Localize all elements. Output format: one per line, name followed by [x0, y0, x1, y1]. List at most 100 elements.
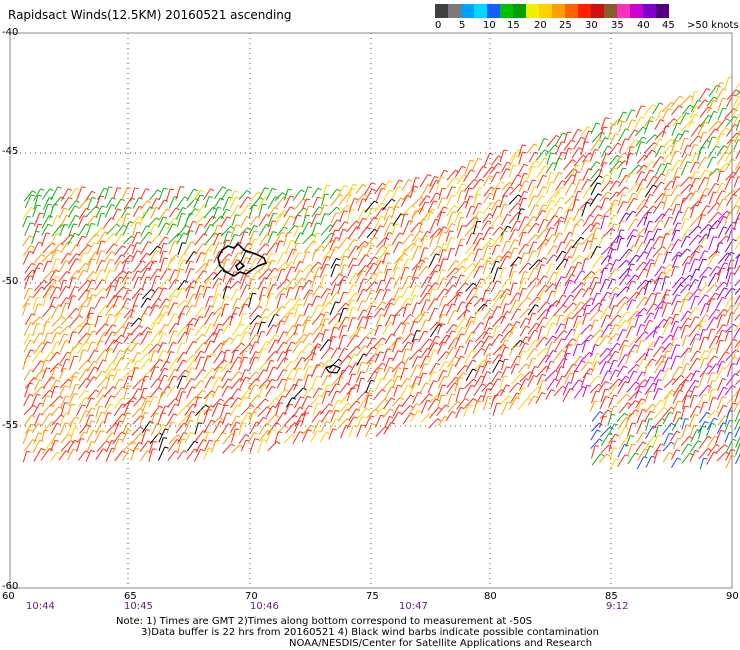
- wind-barb-flag: [155, 275, 160, 278]
- wind-barb: [653, 253, 660, 268]
- wind-barb-flag: [444, 304, 450, 307]
- wind-barb-flag: [410, 332, 415, 336]
- wind-barb-flag: [157, 234, 162, 238]
- wind-barb-flag: [278, 431, 283, 433]
- wind-barb: [94, 287, 104, 299]
- wind-barb: [734, 195, 740, 206]
- wind-barb-flag: [81, 404, 87, 407]
- wind-barb-flag: [63, 279, 68, 282]
- wind-barb: [589, 309, 600, 322]
- wind-barb-flag: [659, 235, 664, 239]
- wind-barb-flag: [91, 258, 96, 261]
- wind-barb: [482, 388, 488, 402]
- wind-barb: [383, 303, 391, 318]
- wind-barb-flag: [298, 303, 303, 306]
- wind-barb: [121, 449, 130, 462]
- wind-barb: [589, 175, 600, 188]
- wind-barb-flag: [570, 311, 575, 315]
- wind-barb: [105, 447, 113, 462]
- wind-barb-flag: [41, 253, 46, 257]
- wind-barb: [194, 224, 200, 235]
- wind-barb: [734, 160, 740, 170]
- wind-barb: [690, 268, 697, 281]
- wind-barb: [175, 186, 181, 200]
- wind-barb: [699, 115, 710, 128]
- wind-barb: [383, 215, 390, 228]
- wind-barb: [690, 244, 701, 257]
- wind-barb-flag: [633, 197, 638, 201]
- wind-barb: [616, 286, 627, 298]
- wind-barb: [276, 268, 283, 282]
- wind-barb: [653, 450, 658, 464]
- wind-barb-flag: [599, 329, 604, 333]
- wind-barb-flag: [680, 374, 685, 379]
- wind-barb: [321, 193, 326, 207]
- wind-barb-flag: [200, 252, 206, 255]
- wind-barb-flag: [714, 284, 718, 288]
- wind-barb: [445, 177, 456, 189]
- wind-barb: [661, 294, 666, 309]
- wind-barb-flag: [588, 287, 593, 290]
- wind-barb: [636, 324, 642, 336]
- wind-barb-flag: [189, 323, 194, 326]
- wind-barb-flag: [82, 269, 87, 273]
- wind-barb: [293, 198, 304, 211]
- wind-barb: [311, 222, 317, 237]
- wind-barb: [599, 361, 607, 375]
- wind-barb: [176, 369, 186, 381]
- wind-barb-flag: [83, 431, 88, 434]
- wind-barb-flag: [554, 378, 559, 382]
- wind-barb-flag: [422, 372, 427, 375]
- wind-barb: [204, 305, 211, 318]
- wind-barb-flag: [397, 375, 402, 378]
- wind-barb-flag: [70, 234, 75, 238]
- wind-barb-flag: [352, 317, 357, 319]
- wind-barb: [177, 331, 186, 344]
- wind-barb: [139, 412, 146, 425]
- wind-barb: [662, 101, 672, 112]
- wind-barb: [95, 260, 102, 272]
- wind-barb-flag: [408, 179, 413, 182]
- wind-barb: [490, 261, 497, 274]
- wind-barb-flag: [424, 257, 429, 260]
- wind-barb-flag: [694, 385, 699, 388]
- wind-barb-flag: [253, 230, 258, 233]
- wind-barb: [275, 240, 280, 253]
- wind-barb-flag: [118, 341, 123, 345]
- wind-barb: [292, 214, 298, 226]
- wind-barb-flag: [55, 276, 60, 279]
- wind-barb-flag: [361, 361, 366, 364]
- wind-barb: [382, 348, 388, 362]
- wind-barb-flag: [200, 409, 205, 412]
- wind-barb: [546, 245, 555, 256]
- wind-barb-flag: [123, 306, 128, 310]
- wind-barb: [671, 301, 678, 316]
- wind-barb: [391, 186, 399, 200]
- wind-barb-flag: [345, 302, 350, 306]
- wind-barb: [690, 295, 696, 310]
- wind-barb-flag: [189, 260, 195, 263]
- wind-barb: [50, 379, 57, 391]
- wind-barb-flag: [712, 156, 717, 159]
- wind-barb: [365, 217, 375, 230]
- wind-barb: [644, 382, 654, 395]
- wind-barb: [284, 361, 292, 371]
- wind-barb-flag: [45, 395, 50, 397]
- wind-barb: [337, 279, 343, 295]
- wind-barb: [329, 358, 339, 369]
- wind-barb: [40, 341, 48, 352]
- wind-barb-flag: [504, 358, 509, 361]
- wind-barb: [149, 432, 160, 445]
- wind-barb: [572, 171, 577, 185]
- wind-barb-flag: [371, 188, 376, 192]
- wind-barb-flag: [67, 433, 72, 437]
- wind-barb-flag: [507, 161, 512, 165]
- wind-barb-flag: [303, 333, 308, 337]
- wind-barb: [652, 181, 662, 194]
- wind-barb: [654, 425, 659, 438]
- wind-barb-flag: [395, 223, 400, 226]
- wind-barb-flag: [384, 426, 389, 430]
- wind-barb-flag: [729, 410, 734, 412]
- wind-barb-flag: [86, 424, 91, 428]
